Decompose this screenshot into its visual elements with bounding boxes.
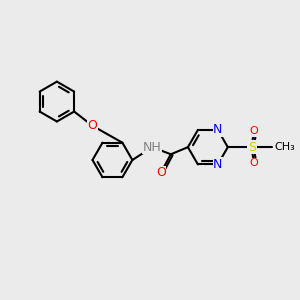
Text: N: N [213, 123, 223, 136]
Text: O: O [156, 166, 166, 179]
Text: O: O [88, 119, 98, 132]
Text: O: O [249, 158, 258, 168]
Text: N: N [213, 158, 223, 171]
Text: CH₃: CH₃ [275, 142, 296, 152]
Text: S: S [248, 141, 256, 154]
Text: O: O [249, 127, 258, 136]
Text: NH: NH [143, 141, 162, 154]
